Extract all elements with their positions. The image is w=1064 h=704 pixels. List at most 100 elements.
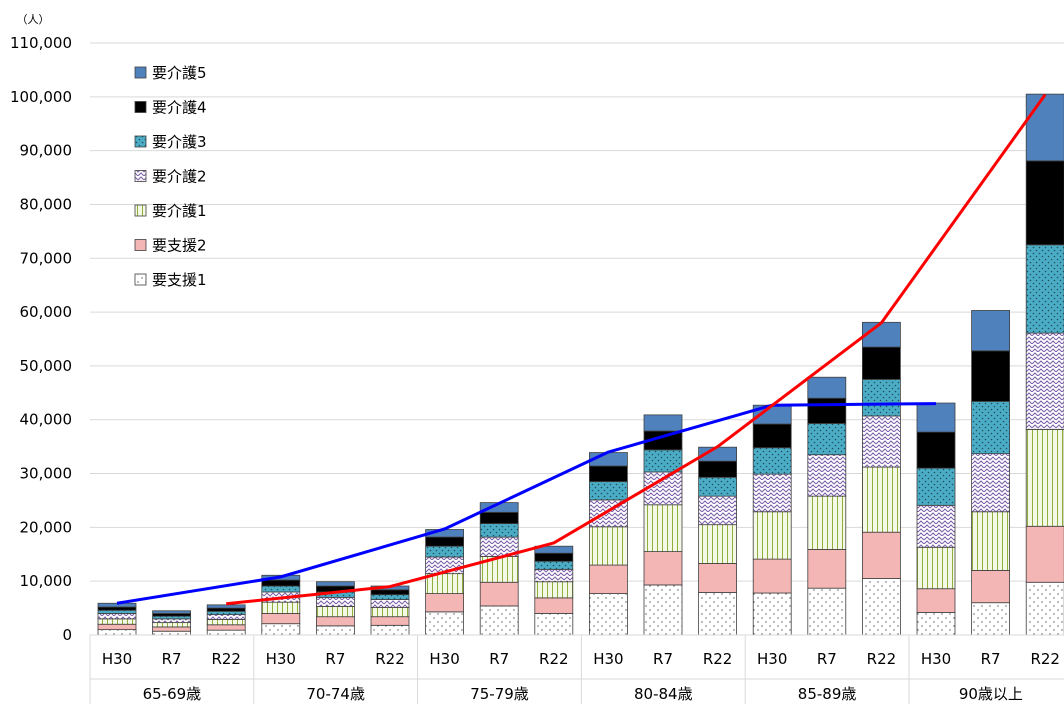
bar-segment: [206, 604, 246, 609]
bar-segment: [752, 423, 792, 449]
bar-segment: [862, 531, 901, 579]
bar-segment: [534, 552, 574, 562]
bar-segment: [589, 526, 628, 566]
bar-segment: [862, 415, 901, 468]
bar-segment: [479, 605, 519, 636]
legend-label: 要介護3: [152, 133, 207, 151]
legend-swatch: [134, 101, 147, 113]
bar-segment: [97, 623, 137, 631]
bar-segment: [916, 546, 956, 590]
bar-segment: [152, 615, 192, 620]
x-tick-label: H30: [593, 650, 623, 668]
bar-segment: [315, 625, 355, 636]
bar-segment: [752, 511, 792, 560]
bar-segment: [425, 611, 465, 636]
y-axis-ticks: 0 10,000 20,000 30,000 40,000 50,000 60,000 70,…: [10, 34, 72, 644]
x-tick-label: H30: [921, 650, 951, 668]
bar-segment: [1025, 160, 1064, 246]
legend-swatch: [134, 273, 147, 286]
legend-label: 要介護2: [152, 168, 207, 186]
bar-segment: [971, 570, 1010, 604]
group-label: 80-84歳: [634, 685, 693, 703]
legend-label: 要支援2: [152, 237, 207, 255]
bar-segment: [152, 618, 192, 624]
y-tick-label: 10,000: [20, 572, 73, 590]
bar-segment: [370, 594, 410, 600]
bar-segment: [315, 616, 355, 627]
x-tick-label: R22: [1030, 650, 1060, 668]
bar-segment: [370, 616, 410, 626]
group-label: 70-74歳: [306, 685, 365, 703]
bar-segment: [261, 613, 301, 625]
bar-segment: [315, 596, 355, 607]
bar-segment: [152, 613, 192, 617]
bar-segment: [206, 607, 246, 612]
bar-segment: [916, 402, 956, 433]
bar-segment: [97, 609, 137, 614]
bar-segment: [589, 564, 628, 594]
x-tick-label: R7: [325, 650, 345, 668]
trend-lines: [116, 93, 1047, 606]
bar-segment: [807, 587, 847, 636]
x-tick-label: R22: [375, 650, 405, 668]
bar-segment: [807, 454, 847, 497]
legend-swatch: [134, 239, 147, 251]
legend-label: 要介護5: [152, 64, 207, 82]
bar-segment: [479, 581, 519, 607]
y-tick-label: 80,000: [20, 195, 73, 213]
bar-segment: [916, 467, 956, 506]
x-axis: H30 R7 R22 H30 R7 R22 H30 R7 R22 H30 R7 R22 H30 R7 R22…: [89, 634, 1064, 704]
bar-segment: [206, 610, 246, 615]
bar-segment: [261, 623, 301, 636]
bars: [97, 93, 1064, 636]
trend-line: [116, 402, 937, 605]
bar-segment: [206, 624, 246, 631]
bar-segment: [916, 611, 956, 636]
bar-segment: [534, 613, 574, 636]
bar-segment: [370, 607, 410, 618]
bar-segment: [916, 588, 956, 613]
bar-segment: [1025, 581, 1064, 636]
bar-segment: [807, 423, 847, 456]
bar-segment: [97, 629, 137, 636]
x-tick-label: R7: [981, 650, 1001, 668]
y-tick-label: 90,000: [20, 142, 73, 160]
y-tick-label: 30,000: [20, 465, 73, 483]
bar-segment: [1025, 525, 1064, 583]
y-tick-label: 20,000: [20, 518, 73, 536]
bar-segment: [315, 606, 355, 618]
y-tick-label: 50,000: [20, 357, 73, 375]
bar-segment: [479, 523, 519, 538]
bar-segment: [1025, 244, 1064, 334]
bar-segment: [97, 606, 137, 611]
bar-segment: [1025, 93, 1064, 162]
bar-segment: [370, 624, 410, 636]
bar-segment: [752, 558, 792, 594]
bar-segment: [971, 350, 1010, 402]
bar-segment: [807, 495, 847, 550]
legend-label: 要介護4: [152, 99, 207, 117]
bar-segment: [698, 495, 737, 526]
legend-swatch: [134, 170, 147, 182]
bar-segment: [698, 476, 737, 497]
bar-segment: [971, 401, 1010, 455]
bar-segment: [862, 378, 901, 417]
bar-segment: [589, 481, 628, 501]
bar-segment: [916, 504, 956, 548]
bar-segment: [643, 414, 683, 432]
group-label: 75-79歳: [470, 685, 529, 703]
bar-segment: [698, 460, 737, 478]
bar-segment: [752, 473, 792, 513]
bar-segment: [916, 431, 956, 469]
bar-segment: [862, 321, 901, 348]
bar-segment: [97, 618, 137, 625]
x-tick-label: R7: [162, 650, 182, 668]
bar-segment: [971, 511, 1010, 571]
bar-segment: [97, 613, 137, 620]
bar-segment: [152, 630, 192, 636]
y-tick-label: 70,000: [20, 249, 73, 267]
x-tick-label: H30: [266, 650, 296, 668]
gridlines: [90, 42, 1064, 582]
bar-segment: [425, 545, 465, 558]
